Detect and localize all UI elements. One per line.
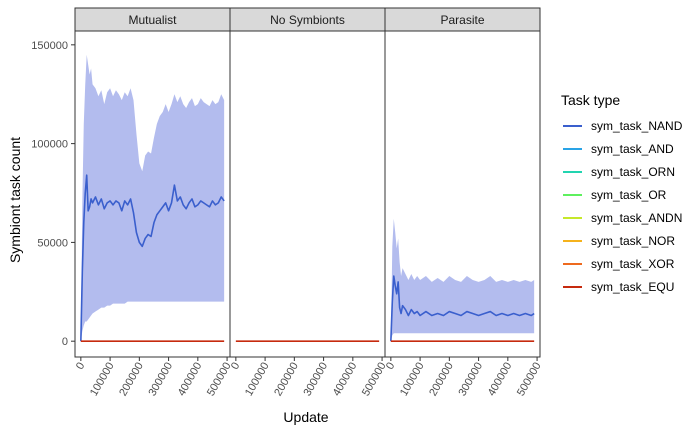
x-tick-label: 100000: [243, 361, 272, 399]
legend-title: Task type: [561, 92, 620, 108]
legend-item: sym_task_OR: [563, 188, 667, 202]
panel-data: [80, 54, 225, 342]
x-tick-label: 0: [384, 361, 397, 372]
ribbon-sym_task_NAND: [390, 218, 535, 342]
legend: Task type sym_task_NANDsym_task_ANDsym_t…: [561, 92, 683, 294]
ribbon-sym_task_NAND: [80, 54, 225, 342]
panel-background: [230, 31, 385, 357]
panel-data: [390, 218, 535, 342]
x-tick-label: 400000: [176, 361, 205, 399]
legend-label: sym_task_NOR: [591, 234, 675, 248]
x-tick-label: 200000: [427, 361, 456, 399]
legend-label: sym_task_EQU: [591, 280, 674, 294]
line-sym_task_NAND: [390, 275, 535, 342]
legend-item: sym_task_AND: [563, 142, 674, 156]
legend-item: sym_task_ORN: [563, 165, 675, 179]
legend-items: sym_task_NAND sym_task_AND sym_task_ORNsym…: [563, 119, 683, 294]
legend-item: sym_task_EQU: [563, 280, 674, 294]
panel-parasite: Parasite 0 100000 200000 300000 400000 500000: [384, 7, 544, 399]
panel-border: [384, 30, 541, 358]
y-axis: 0 50000 100000 150000: [31, 40, 75, 348]
x-tick-label: 200000: [117, 361, 146, 399]
y-tick-label: 100000: [31, 139, 68, 151]
x-tick-label: 200000: [272, 361, 301, 399]
legend-item: sym_task_NOR: [563, 234, 675, 248]
legend-item: sym_task_ANDN: [563, 211, 682, 225]
y-tick-label: 50000: [37, 237, 68, 249]
legend-label: sym_task_OR: [591, 188, 667, 202]
x-tick-label: 400000: [331, 361, 360, 399]
x-tick-label: 100000: [88, 361, 117, 399]
x-tick-label: 500000: [515, 361, 544, 399]
x-tick-label: 400000: [486, 361, 515, 399]
x-tick-label: 0: [74, 361, 87, 372]
legend-label: sym_task_ORN: [591, 165, 675, 179]
line-sym_task_NAND: [80, 174, 225, 342]
x-tick-label: 300000: [146, 361, 175, 399]
legend-item: sym_task_NAND: [563, 119, 683, 133]
strip-label: Mutualist: [128, 13, 177, 27]
x-tick-label: 0: [229, 361, 242, 372]
legend-label: sym_task_AND: [591, 142, 674, 156]
legend-label: sym_task_ANDN: [591, 211, 682, 225]
x-tick-label: 300000: [456, 361, 485, 399]
x-tick-label: 300000: [301, 361, 330, 399]
y-tick-label: 0: [62, 336, 68, 348]
legend-label: sym_task_NAND: [591, 119, 683, 133]
strip-label: Parasite: [440, 13, 484, 27]
y-tick-label: 150000: [31, 40, 68, 52]
x-tick-label: 100000: [398, 361, 427, 399]
legend-item: sym_task_XOR: [563, 257, 675, 271]
y-axis-title: Symbiont task count: [7, 137, 23, 263]
legend-label: sym_task_XOR: [591, 257, 675, 271]
strip-label: No Symbionts: [270, 13, 345, 27]
x-axis-title: Update: [283, 409, 328, 425]
